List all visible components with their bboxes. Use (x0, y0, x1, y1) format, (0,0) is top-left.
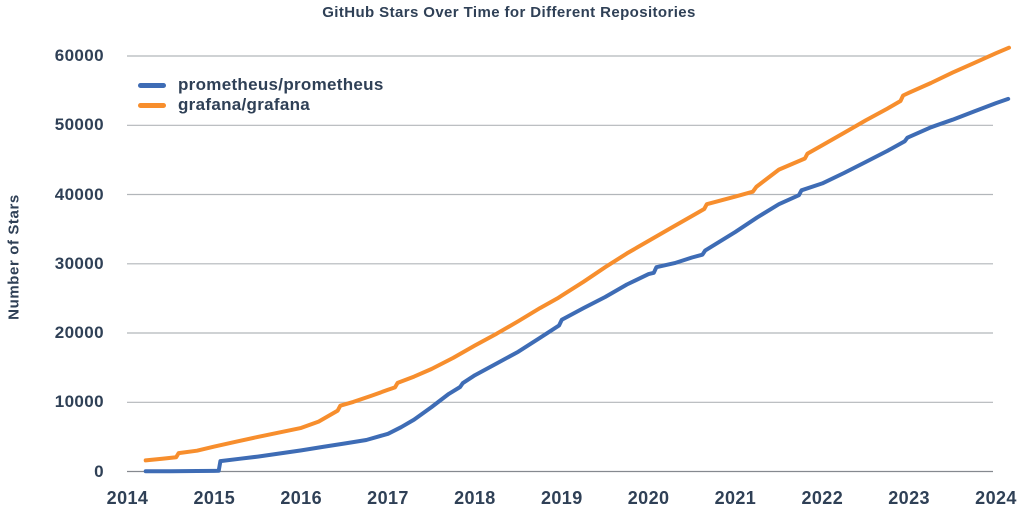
y-tick-label: 10000 (54, 392, 104, 412)
legend-item-prometheus: prometheus/prometheus (138, 75, 384, 95)
x-tick-label: 2016 (280, 488, 323, 508)
line-grafana (143, 45, 1011, 463)
legend-line-grafana-icon (138, 102, 166, 108)
y-tick-label: 40000 (54, 184, 104, 204)
y-tick-label: 60000 (54, 46, 104, 65)
y-tick-label: 0 (94, 461, 104, 481)
x-tick-label: 2018 (454, 488, 496, 508)
y-axis-title: Number of Stars (5, 194, 23, 320)
line-prometheus (143, 96, 1011, 474)
y-tick-label: 30000 (54, 253, 104, 273)
legend-label-prometheus: prometheus/prometheus (178, 75, 384, 94)
legend: prometheus/prometheus grafana/grafana (138, 75, 384, 115)
legend-line-prometheus-icon (138, 82, 166, 88)
x-tick-label: 2020 (627, 488, 670, 508)
y-tick-label: 50000 (54, 115, 104, 135)
x-tick-label: 2022 (801, 488, 844, 508)
chart-title: GitHub Stars Over Time for Different Rep… (322, 4, 696, 21)
x-tick-label: 2023 (888, 488, 930, 508)
x-tick-label: 2019 (540, 488, 583, 508)
x-tick-label: 2021 (714, 488, 757, 508)
x-tick-label: 2024 (975, 488, 1017, 508)
x-tick-label: 2015 (193, 488, 236, 508)
legend-item-grafana: grafana/grafana (138, 95, 384, 115)
y-tick-label: 20000 (54, 323, 104, 342)
legend-label-grafana: grafana/grafana (178, 95, 311, 114)
x-tick-label: 2017 (367, 488, 409, 508)
x-tick-label: 2014 (106, 488, 149, 508)
